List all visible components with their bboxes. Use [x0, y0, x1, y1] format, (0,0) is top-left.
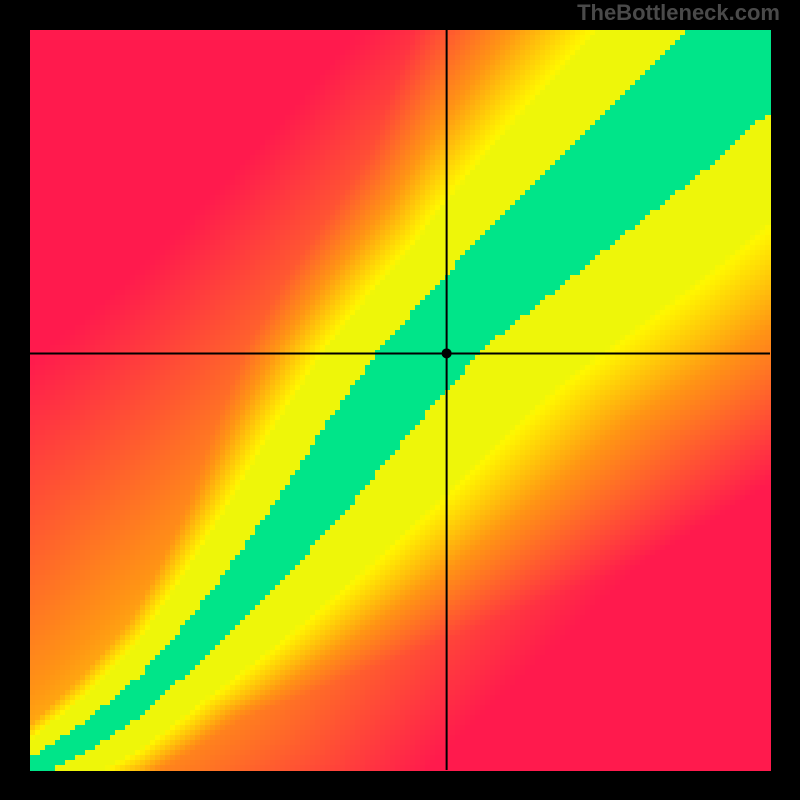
watermark-text: TheBottleneck.com — [577, 0, 780, 26]
chart-container: TheBottleneck.com — [0, 0, 800, 800]
bottleneck-heatmap — [0, 0, 800, 800]
